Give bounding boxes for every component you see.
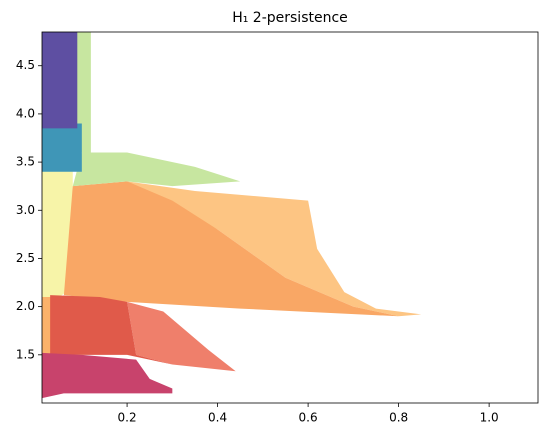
y-tick-label: 4.0	[16, 106, 35, 120]
plot-area	[42, 32, 422, 399]
region	[42, 352, 173, 399]
region	[127, 301, 236, 372]
x-tick-label: 1.0	[480, 411, 499, 425]
y-tick-label: 1.5	[16, 347, 35, 361]
region	[42, 32, 78, 129]
region	[50, 295, 173, 365]
region	[63, 181, 399, 317]
region	[127, 181, 422, 317]
region	[42, 147, 73, 297]
y-tick-label: 4.5	[16, 58, 35, 72]
region	[42, 123, 82, 172]
region	[72, 152, 241, 187]
y-tick-label: 2.5	[16, 251, 35, 265]
x-tick-label: 0.4	[208, 411, 227, 425]
frame	[41, 31, 539, 404]
y-tick-label: 2.0	[16, 299, 35, 313]
x-tick-label: 0.2	[118, 411, 137, 425]
y-tick-label: 3.0	[16, 203, 35, 217]
x-tick-label: 0.6	[299, 411, 318, 425]
chart-title: H₁ 2-persistence	[232, 10, 348, 26]
x-tick-label: 0.8	[389, 411, 408, 425]
y-tick-label: 3.5	[16, 155, 35, 169]
